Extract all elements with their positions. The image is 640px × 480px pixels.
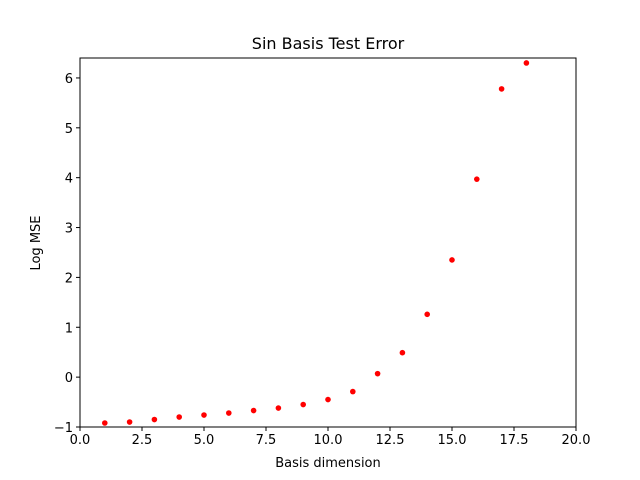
x-tick-label: 10.0 [314,433,343,448]
y-tick-label: 4 [65,172,73,187]
x-tick-label: 20.0 [562,433,591,448]
x-axis-title: Basis dimension [275,456,381,471]
y-tick-label: 3 [65,222,73,237]
x-tick-label: 15.0 [438,433,467,448]
data-point [399,349,406,356]
data-point [250,407,257,414]
plot-area: 0.0 2.5 5.0 7.5 10.0 12.5 15.0 17.5 20.0 −1 0 1 2 3 4 5… [54,57,591,448]
data-point [498,86,505,92]
data-point [474,176,480,182]
x-tick-label: 7.5 [256,433,277,448]
x-tick-label: 0.0 [70,433,91,448]
data-point [523,60,530,66]
data-point [226,410,232,416]
y-tick-label: 0 [65,371,73,386]
data-point [126,419,133,425]
data-point [325,396,331,403]
plot-frame [79,57,577,428]
y-tick-label: 1 [65,321,73,336]
data-point [449,257,455,263]
x-tick-label: 17.5 [500,433,529,448]
data-point [300,401,307,408]
y-tick-label: 6 [65,72,73,87]
y-tick-label: 5 [65,122,73,137]
data-point [102,420,108,426]
data-point [424,311,431,318]
y-axis-title: Log MSE [29,215,44,270]
x-tick-label: 5.0 [194,433,215,448]
x-tick-label: 12.5 [376,433,405,448]
chart-title: Sin Basis Test Error [252,34,405,53]
x-tick-label: 2.5 [132,433,153,448]
data-point [176,414,182,420]
data-point [151,416,158,423]
data-point [374,370,381,377]
y-tick-label: 2 [65,271,73,286]
data-point [201,412,207,418]
data-point [350,388,356,395]
y-tick-label: −1 [54,421,73,436]
data-point [275,405,282,411]
